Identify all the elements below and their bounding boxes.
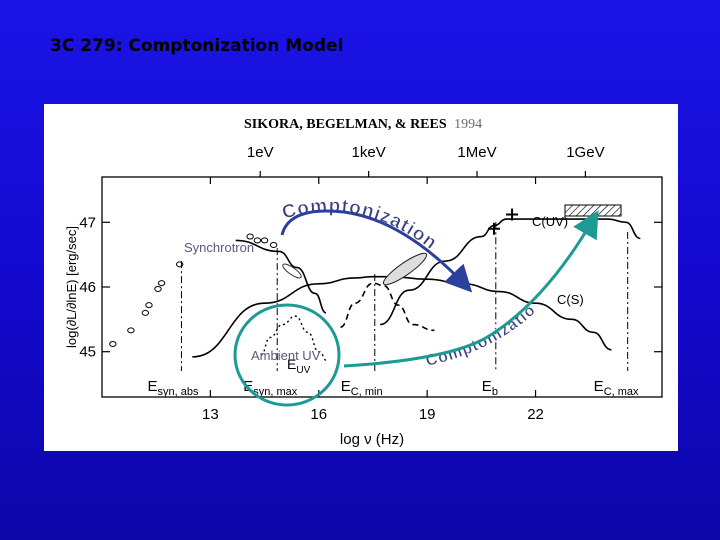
figure-panel: SIKORA, BEGELMAN, & REES 1994 13 16 19 22 45… [44,104,678,451]
compton-s-curve [192,275,612,358]
energy-marker-letter: E [594,378,604,395]
energy-marker-letter: E [341,378,351,395]
ambient-uv-circle [233,303,341,407]
label-e-uv: E [287,356,296,372]
data-point [260,237,269,244]
label-e-uv-sub: UV [296,365,310,376]
energy-marker-letter: E [482,378,492,395]
energy-tick-label: 1MeV [457,144,496,161]
slide-title: 3C 279: Comptonization Model [50,36,344,56]
energy-marker-label: EC, min [341,378,383,398]
energy-tick-label: 1keV [352,144,386,161]
compton-uv-curve [380,218,641,326]
data-point [253,237,262,244]
sed-chart: SIKORA, BEGELMAN, & REES 1994 13 16 19 22 45… [44,104,663,448]
energy-tick-label: 1GeV [566,144,604,161]
svg-text:SIKORA, BEGELMAN, & REES 1: SIKORA, BEGELMAN, & REES 1994 [244,117,482,132]
energy-marker-letter: E [147,378,157,395]
label-c-s: C(S) [557,292,584,307]
data-point-cross [506,208,519,221]
energy-marker-subscript: C, min [351,386,383,398]
citation-year: 1994 [454,117,482,132]
ambient-uv-label: Ambient UV [251,348,321,363]
data-point-cross [488,222,500,235]
x-axis-label: log ν (Hz) [340,431,404,448]
series-curves [192,218,641,363]
energy-marker-label: Esyn, max [243,378,298,398]
ambient-uv-dotted-curve [260,315,328,363]
data-point [109,340,117,347]
energy-tick-label: 1eV [247,144,274,161]
axis-ticks: 13 16 19 22 45 46 47 1eV 1keV 1MeV 1GeV [79,144,662,423]
x-tick-label: 19 [419,406,436,423]
energy-marker-label: Esyn, abs [147,378,198,398]
data-point [175,261,184,268]
ambient-uv-to-compton-arrow [343,210,599,368]
observed-data [109,208,519,347]
svg-text:EUV: EUV [287,356,311,376]
synchrotron-label: Synchrotron [184,240,254,255]
energy-marker-label: Eb [482,378,498,398]
data-point [127,327,135,334]
y-tick-label: 45 [79,344,96,361]
y-tick-label: 46 [79,279,96,296]
gamma-ray-data-box [564,204,622,217]
external-uv-dashed-curve [340,282,435,332]
y-tick-label: 47 [79,214,96,231]
citation-authors: SIKORA, BEGELMAN, & REES [244,117,447,132]
energy-marker-subscript: C, max [604,386,639,398]
data-point [141,309,150,316]
energy-marker-subscript: syn, max [253,386,298,398]
comptonization-label-upper: Comptonization [280,195,441,254]
xray-data-blob [382,252,428,286]
data-point [145,302,153,309]
label-c-uv: C(UV) [532,214,568,229]
energy-marker-subscript: syn, abs [157,386,198,398]
x-tick-label: 13 [202,406,219,423]
y-axis-label: log(∂L/∂lnE) [erg/sec] [64,226,79,348]
energy-marker-subscript: b [492,386,498,398]
x-tick-label: 16 [310,406,327,423]
data-point [246,233,254,240]
data-point [157,280,166,287]
synchrotron-curve [235,239,327,314]
data-point [154,285,162,292]
synchrotron-to-compton-arrow [280,209,473,293]
energy-marker-label: EC, max [594,378,639,398]
svg-text:Comptonization: Comptonization [280,195,441,254]
x-tick-label: 22 [527,406,544,423]
data-point [269,241,278,248]
optical-data-blob [282,263,302,279]
